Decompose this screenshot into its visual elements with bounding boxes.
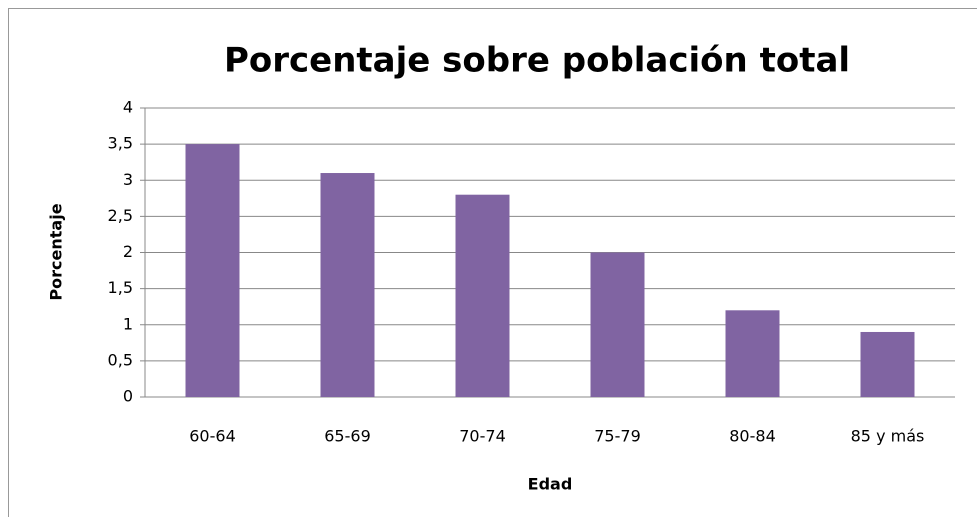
- y-tick-label: 0: [123, 387, 133, 406]
- bar: [185, 144, 240, 397]
- bar: [320, 173, 375, 397]
- x-axis-label: Edad: [528, 475, 573, 494]
- x-tick-label: 85 y más: [851, 427, 925, 446]
- y-tick-label: 2,5: [108, 206, 133, 225]
- x-tick-label: 70-74: [459, 427, 506, 446]
- y-tick-label: 1,5: [108, 278, 133, 297]
- x-tick-label: 75-79: [594, 427, 641, 446]
- x-tick-label: 60-64: [189, 427, 236, 446]
- bar: [725, 310, 780, 397]
- x-tick-label: 65-69: [324, 427, 371, 446]
- y-tick-label: 3: [123, 170, 133, 189]
- chart-title: Porcentaje sobre población total: [224, 41, 850, 81]
- bar: [455, 194, 510, 397]
- y-tick-label: 4: [123, 98, 133, 117]
- y-axis-label: Porcentaje: [47, 203, 66, 300]
- bar: [590, 252, 645, 397]
- y-tick-label: 0,5: [108, 350, 133, 369]
- x-tick-label: 80-84: [729, 427, 776, 446]
- bar: [860, 331, 915, 397]
- y-tick-label: 3,5: [108, 134, 133, 153]
- y-tick-label: 2: [123, 242, 133, 261]
- y-tick-label: 1: [123, 314, 133, 333]
